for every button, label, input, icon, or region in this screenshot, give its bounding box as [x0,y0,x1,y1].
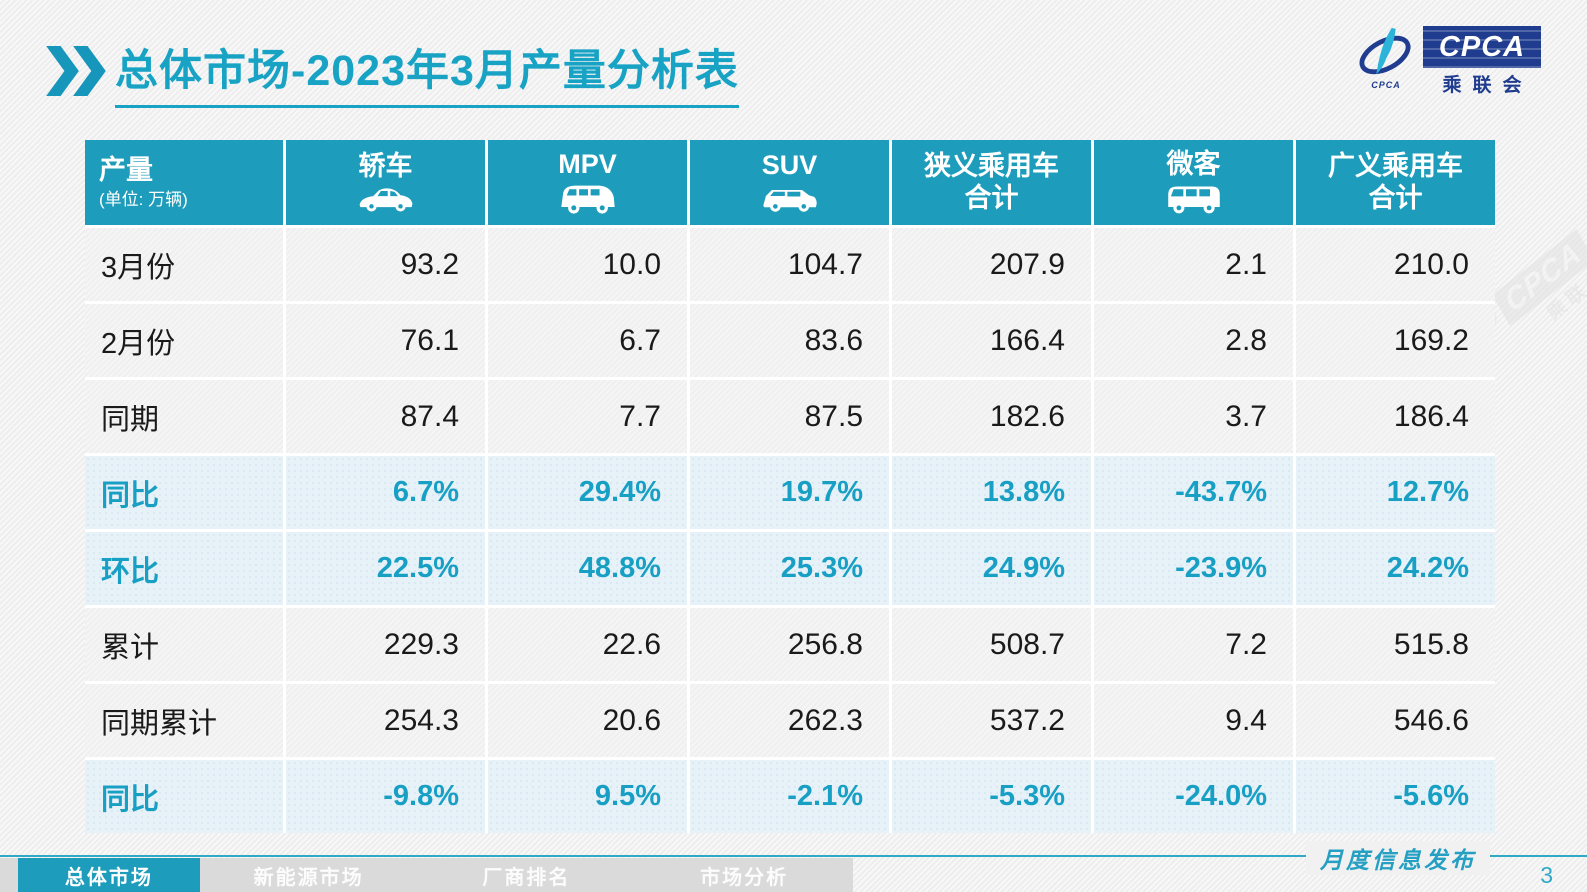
row-label: 环比 [85,532,283,605]
row-label: 同期 [85,380,283,453]
cpca-chinese-name: 乘联会 [1442,75,1533,96]
column-label: 微客 [1166,148,1221,179]
table-cell: 166.4 [892,304,1091,377]
table-cell: 9.5% [488,760,687,833]
table-cell: 508.7 [892,608,1091,681]
table-cell: 6.7 [488,304,687,377]
column-header-suv: SUV [690,140,889,225]
row-label: 同比 [85,760,283,833]
column-header-mpv: MPV [488,140,687,225]
table-cell: 83.6 [690,304,889,377]
table-cell: -23.9% [1094,532,1293,605]
table-cell: 256.8 [690,608,889,681]
row-label: 2月份 [85,304,283,377]
column-header-narrow-total: 狭义乘用车 合计 [892,140,1091,225]
table-cell: -5.3% [892,760,1091,833]
sedan-car-icon [355,185,417,214]
footer-tab-2[interactable]: 厂商排名 [482,866,571,889]
table-cell: 104.7 [690,228,889,301]
footer-tab-1[interactable]: 新能源市场 [253,866,364,889]
double-chevron-icon [44,46,106,101]
unit-subtitle: (单位: 万辆) [99,190,188,210]
table-cell: 515.8 [1296,608,1495,681]
table-cell: 546.6 [1296,684,1495,757]
table-cell: 210.0 [1296,228,1495,301]
table-cell: 186.4 [1296,380,1495,453]
table-cell: 12.7% [1296,456,1495,529]
table-cell: 24.2% [1296,532,1495,605]
table-cell: 6.7% [286,456,485,529]
column-label: 狭义乘用车 合计 [924,151,1059,213]
table-cell: -24.0% [1094,760,1293,833]
table-cell: 7.7 [488,380,687,453]
column-label: MPV [558,148,617,179]
table-cell: -5.6% [1296,760,1495,833]
table-cell: 25.3% [690,532,889,605]
column-header-sedan: 轿车 [286,140,485,225]
cpca-logo: CPCA CPCA 乘联会 [1355,26,1541,97]
row-label: 累计 [85,608,283,681]
table-cell: 254.3 [286,684,485,757]
table-cell: 76.1 [286,304,485,377]
row-label: 3月份 [85,228,283,301]
cpca-small-acronym: CPCA [1371,80,1401,90]
table-cell: -9.8% [286,760,485,833]
table-cell: 10.0 [488,228,687,301]
table-cell: 537.2 [892,684,1091,757]
table-cell: 93.2 [286,228,485,301]
table-cell: 87.4 [286,380,485,453]
column-header-microvan: 微客 [1094,140,1293,225]
table-cell: 29.4% [488,456,687,529]
table-cell: -43.7% [1094,456,1293,529]
row-label: 同期累计 [85,684,283,757]
table-cell: 182.6 [892,380,1091,453]
table-cell: 262.3 [690,684,889,757]
footer-tab-3[interactable]: 市场分析 [700,866,789,889]
unit-header-cell: 产量 (单位: 万辆) [85,140,283,225]
footer-divider-line [0,855,1587,857]
table-cell: 169.2 [1296,304,1495,377]
cpca-swoosh-icon: CPCA [1355,26,1417,90]
column-label: 广义乘用车 合计 [1328,151,1463,213]
production-table: 产量 (单位: 万辆) 轿车 MPV SUV 狭义乘用车 合计 微客 广义乘用车 合计 3… [85,140,1495,833]
footer-ribbon-label: 月度信息发布 [1306,841,1490,875]
suv-car-icon [759,184,821,215]
table-cell: 13.8% [892,456,1091,529]
table-cell: 19.7% [690,456,889,529]
table-cell: 9.4 [1094,684,1293,757]
unit-title: 产量 [99,155,153,186]
column-header-broad-total: 广义乘用车 合计 [1296,140,1495,225]
table-cell: -2.1% [690,760,889,833]
table-cell: 3.7 [1094,380,1293,453]
table-cell: 2.1 [1094,228,1293,301]
table-cell: 22.5% [286,532,485,605]
column-label: SUV [761,150,818,181]
mpv-car-icon [556,182,620,216]
page-title: 总体市场-2023年3月产量分析表 [115,36,739,108]
cpca-acronym-box: CPCA [1423,26,1541,68]
table-cell: 24.9% [892,532,1091,605]
table-cell: 20.6 [488,684,687,757]
microvan-car-icon [1162,182,1226,216]
table-cell: 2.8 [1094,304,1293,377]
table-cell: 7.2 [1094,608,1293,681]
footer-tab-0[interactable]: 总体市场 [18,858,200,892]
footer-tab-strip: 总体市场 新能源市场 厂商排名 市场分析 [0,858,853,892]
column-label: 轿车 [358,151,413,182]
row-label: 同比 [85,456,283,529]
table-cell: 22.6 [488,608,687,681]
table-cell: 229.3 [286,608,485,681]
table-cell: 87.5 [690,380,889,453]
table-cell: 48.8% [488,532,687,605]
page-number: 3 [1540,862,1553,888]
table-cell: 207.9 [892,228,1091,301]
